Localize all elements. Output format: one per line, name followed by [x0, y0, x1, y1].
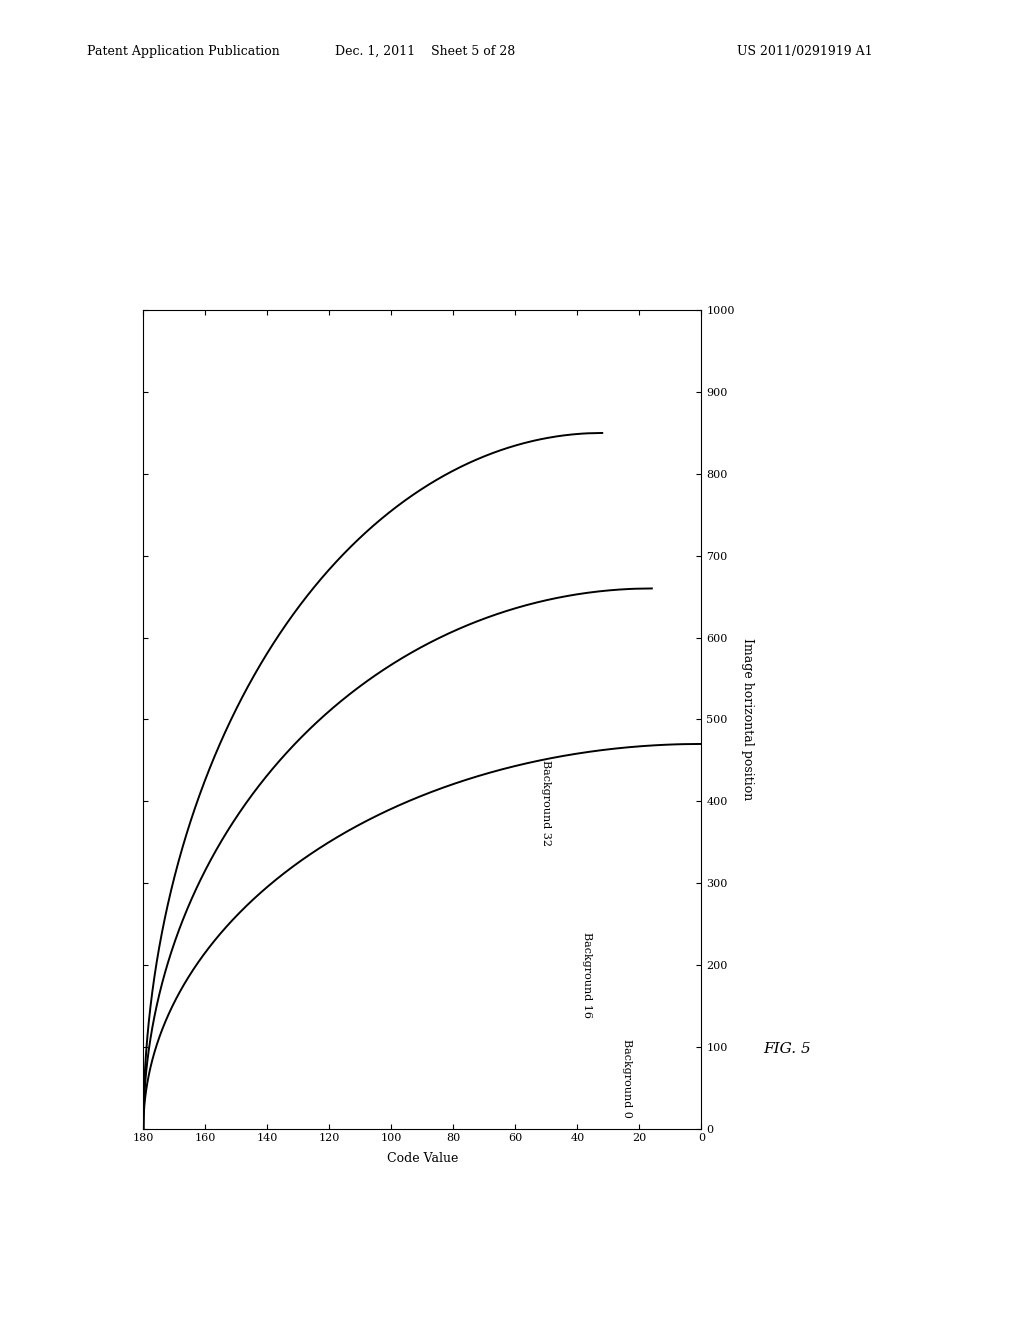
Text: FIG. 5: FIG. 5: [763, 1043, 811, 1056]
Y-axis label: Image horizontal position: Image horizontal position: [741, 639, 755, 800]
Text: Background 16: Background 16: [582, 932, 592, 1018]
Text: Background 0: Background 0: [622, 1039, 632, 1118]
Text: Background 32: Background 32: [542, 760, 551, 846]
Text: US 2011/0291919 A1: US 2011/0291919 A1: [737, 45, 872, 58]
Text: Dec. 1, 2011    Sheet 5 of 28: Dec. 1, 2011 Sheet 5 of 28: [335, 45, 515, 58]
Text: Patent Application Publication: Patent Application Publication: [87, 45, 280, 58]
X-axis label: Code Value: Code Value: [387, 1152, 458, 1164]
